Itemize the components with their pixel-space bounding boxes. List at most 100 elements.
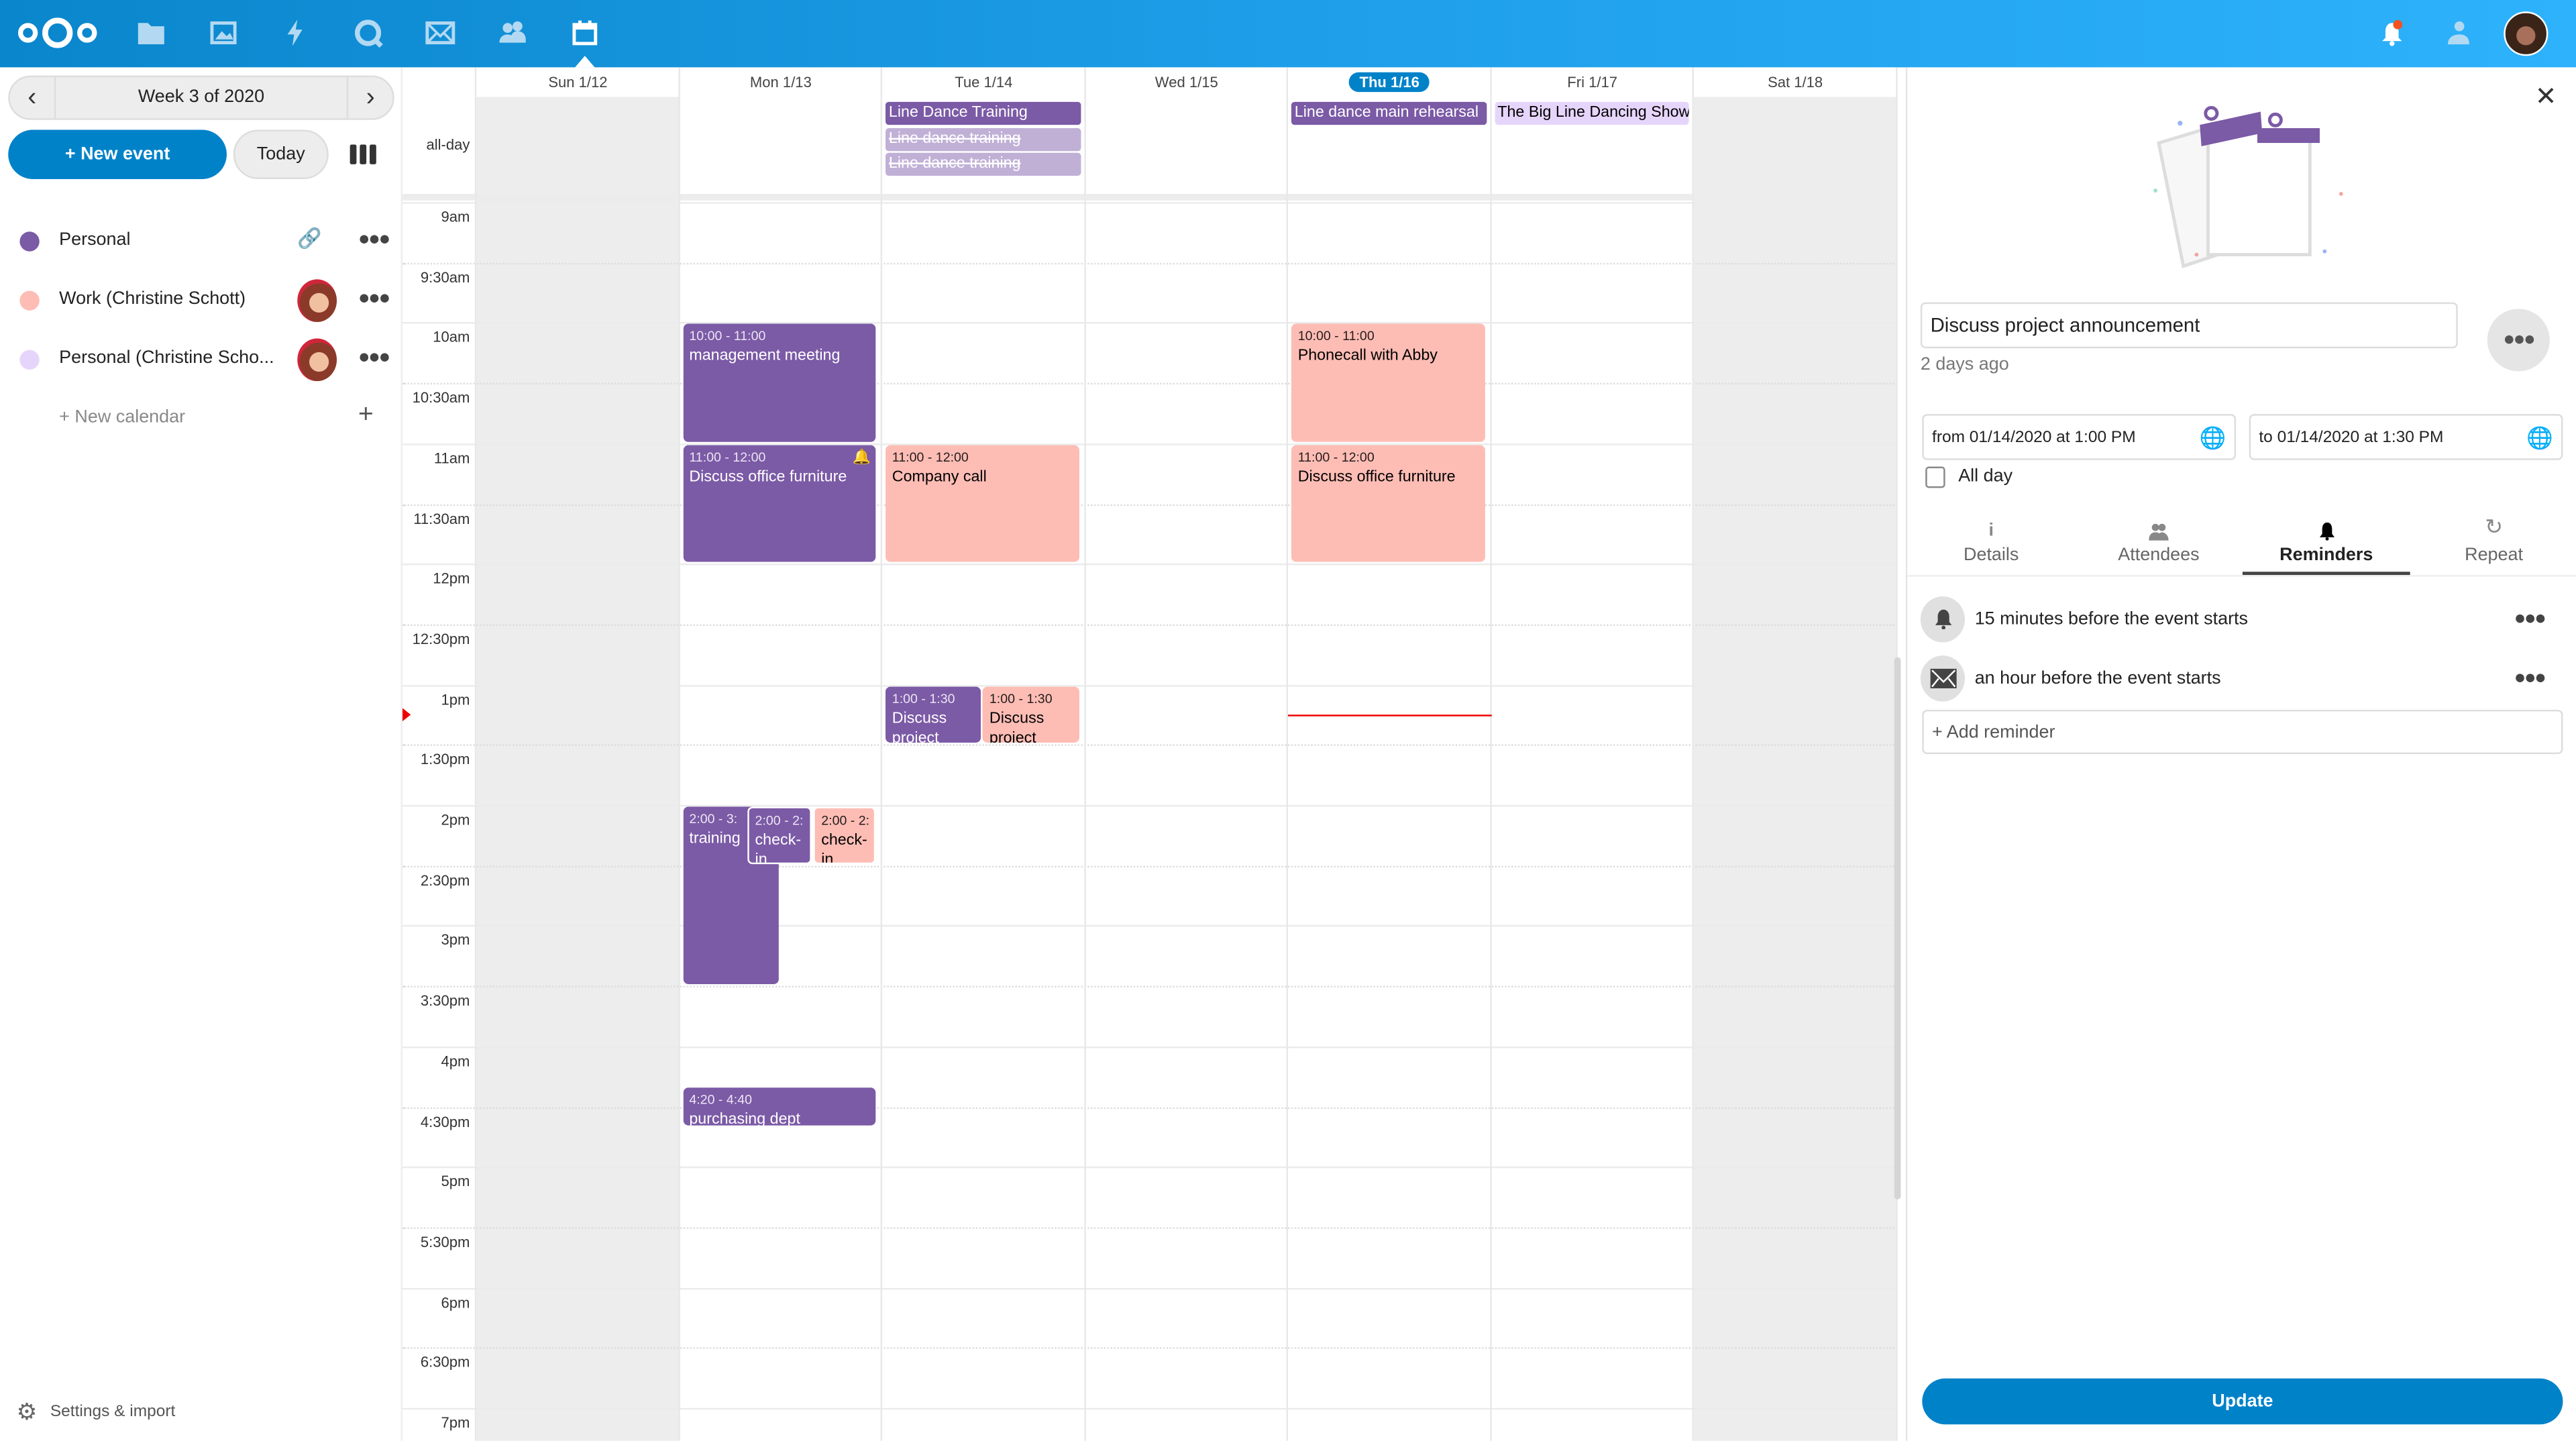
half-hour-line bbox=[402, 503, 1898, 506]
reminder-text: an hour before the event starts bbox=[1974, 668, 2221, 689]
half-hour-line bbox=[402, 382, 1898, 385]
allday-event[interactable]: Line dance main rehearsal bbox=[1291, 101, 1487, 125]
current-time-line bbox=[1288, 714, 1491, 716]
hour-line bbox=[402, 443, 1898, 445]
event-time: 1:00 - 1:30 bbox=[989, 691, 1053, 706]
tabs-divider bbox=[1907, 575, 2576, 577]
event-title-input[interactable]: Discuss project announcement bbox=[1920, 302, 2458, 349]
user-avatar[interactable] bbox=[2504, 11, 2548, 56]
day-divider bbox=[1286, 67, 1289, 1441]
tab-reminders[interactable]: Reminders bbox=[2242, 515, 2410, 576]
tab-label: Details bbox=[1964, 545, 2019, 566]
today-button[interactable]: Today bbox=[233, 129, 329, 179]
calendar-item[interactable]: Work (Christine Schott) ●●● bbox=[0, 276, 402, 325]
bell-icon bbox=[1920, 596, 1966, 643]
reminder-more-button[interactable]: ●●● bbox=[2514, 665, 2546, 689]
calendar-event[interactable]: 10:00 - 11:00 management meeting bbox=[682, 324, 876, 442]
settings-import-button[interactable]: ⚙ Settings & import bbox=[16, 1398, 175, 1426]
files-icon[interactable] bbox=[135, 16, 168, 49]
day-header[interactable]: Thu 1/16 bbox=[1288, 67, 1491, 97]
hour-line bbox=[402, 1407, 1898, 1410]
half-hour-line bbox=[402, 985, 1898, 988]
day-header-label: Fri 1/17 bbox=[1567, 74, 1618, 91]
add-reminder-input[interactable]: + Add reminder bbox=[1922, 709, 2563, 755]
day-divider bbox=[1489, 67, 1491, 1441]
allday-event-title: Line Dance Training bbox=[888, 103, 1028, 122]
day-divider bbox=[474, 67, 477, 1441]
new-calendar-button[interactable]: + New calendar + bbox=[0, 394, 402, 443]
calendar-event[interactable]: 4:20 - 4:40 purchasing dept bbox=[682, 1087, 876, 1125]
globe-icon[interactable]: 🌐 bbox=[2526, 425, 2553, 451]
day-header[interactable]: Fri 1/17 bbox=[1491, 67, 1693, 97]
current-time-arrow bbox=[402, 708, 411, 721]
allday-event[interactable]: Line Dance Training bbox=[885, 101, 1081, 125]
new-event-button[interactable]: + New event bbox=[8, 129, 227, 179]
time-label: 3:30pm bbox=[420, 992, 470, 1009]
next-week-button[interactable]: › bbox=[348, 77, 392, 118]
day-header[interactable]: Tue 1/14 bbox=[882, 67, 1085, 97]
event-time: 2:00 - 2: bbox=[821, 813, 870, 829]
activity-icon[interactable] bbox=[279, 16, 312, 49]
owner-avatar bbox=[297, 279, 337, 323]
allday-event[interactable]: Line dance training bbox=[885, 127, 1081, 151]
calendar-event[interactable]: 1:00 - 1:30 Discuss project bbox=[983, 686, 1079, 743]
calendar-item[interactable]: Personal (Christine Scho... ●●● bbox=[0, 335, 402, 384]
day-header[interactable]: Mon 1/13 bbox=[680, 67, 882, 97]
to-date-input[interactable]: to 01/14/2020 at 1:30 PM 🌐 bbox=[2249, 414, 2563, 460]
calendar-more-button[interactable]: ●●● bbox=[358, 345, 390, 368]
calendar-more-button[interactable]: ●●● bbox=[358, 286, 390, 309]
previous-week-button[interactable]: ‹ bbox=[10, 77, 54, 118]
globe-icon[interactable]: 🌐 bbox=[2199, 425, 2226, 451]
nextcloud-logo[interactable] bbox=[16, 15, 98, 56]
time-label: 6:30pm bbox=[420, 1354, 470, 1371]
event-time: 2:00 - 3: bbox=[689, 811, 738, 826]
calendar-more-button[interactable]: ●●● bbox=[358, 226, 390, 250]
link-icon[interactable]: 🔗 bbox=[297, 226, 322, 250]
calendar-event[interactable]: 11:00 - 12:00 Discuss office furniture bbox=[1291, 445, 1485, 563]
photos-icon[interactable] bbox=[207, 16, 240, 49]
day-header[interactable]: Sun 1/12 bbox=[476, 67, 679, 97]
weekend-column bbox=[476, 97, 680, 1441]
talk-icon[interactable] bbox=[352, 16, 384, 49]
event-time: 2:00 - 2: bbox=[755, 813, 804, 829]
allday-event[interactable]: Line dance training bbox=[885, 152, 1081, 176]
settings-label: Settings & import bbox=[50, 1403, 176, 1422]
update-button[interactable]: Update bbox=[1922, 1378, 2563, 1425]
event-details-panel: ✕ Discuss project announcement ●●● 2 day… bbox=[1905, 67, 2576, 1441]
calendar-event[interactable]: 11:00 - 12:00 Company call bbox=[885, 445, 1079, 563]
mail-icon[interactable] bbox=[424, 16, 457, 49]
allday-event[interactable]: The Big Line Dancing Show bbox=[1494, 101, 1689, 125]
day-header-label: Tue 1/14 bbox=[955, 74, 1013, 91]
tab-details[interactable]: i Details bbox=[1907, 515, 2075, 576]
to-value: to 01/14/2020 at 1:30 PM bbox=[2259, 427, 2444, 446]
calendar-icon[interactable] bbox=[568, 16, 601, 49]
reminder-item[interactable]: 15 minutes before the event starts ●●● bbox=[1920, 596, 2561, 643]
all-day-checkbox[interactable] bbox=[1925, 466, 1945, 488]
view-switcher-icon[interactable] bbox=[350, 144, 376, 164]
day-header[interactable]: Wed 1/15 bbox=[1085, 67, 1288, 97]
plus-icon[interactable]: + bbox=[358, 401, 374, 429]
more-actions-button[interactable]: ●●● bbox=[2487, 309, 2550, 372]
reminder-more-button[interactable]: ●●● bbox=[2514, 606, 2546, 629]
reminder-item[interactable]: an hour before the event starts ●●● bbox=[1920, 655, 2561, 702]
contacts-icon[interactable] bbox=[496, 16, 529, 49]
calendar-event[interactable]: 10:00 - 11:00 Phonecall with Abby bbox=[1291, 324, 1485, 442]
time-label: 11:30am bbox=[413, 510, 470, 527]
allday-divider bbox=[402, 193, 1693, 201]
calendar-color-dot bbox=[19, 231, 40, 252]
calendar-item[interactable]: Personal 🔗 ●●● bbox=[0, 217, 402, 266]
close-icon[interactable]: ✕ bbox=[2534, 83, 2557, 112]
from-date-input[interactable]: from 01/14/2020 at 1:00 PM 🌐 bbox=[1922, 414, 2237, 460]
tab-repeat[interactable]: ↻ Repeat bbox=[2410, 515, 2576, 576]
day-header[interactable]: Sat 1/18 bbox=[1694, 67, 1896, 97]
calendar-event[interactable]: 11:00 - 12:00 Discuss office furniture 🔔 bbox=[682, 445, 876, 563]
calendar-event[interactable]: 1:00 - 1:30 Discuss project announcement bbox=[885, 686, 981, 743]
tab-attendees[interactable]: Attendees bbox=[2075, 515, 2243, 576]
scrollbar[interactable] bbox=[1894, 657, 1901, 1199]
calendar-event[interactable]: 2:00 - 2: check-in bbox=[812, 806, 876, 864]
week-label[interactable]: Week 3 of 2020 bbox=[54, 77, 349, 119]
half-hour-line bbox=[402, 1227, 1898, 1229]
calendar-event[interactable]: 2:00 - 2: check-in bbox=[747, 806, 812, 864]
contacts-menu-icon[interactable] bbox=[2441, 16, 2474, 49]
notifications-icon[interactable] bbox=[2375, 16, 2408, 49]
